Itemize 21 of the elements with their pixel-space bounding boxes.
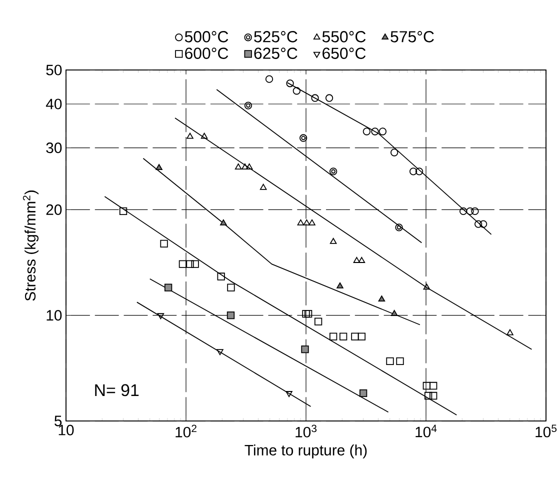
y-tick-label: 40 (46, 98, 62, 110)
y-tick-label: 10 (46, 310, 62, 321)
annotation: N= 91 (95, 384, 139, 396)
y-tick-label: 20 (46, 204, 62, 215)
y-axis-title: Stress (kgf/mm$^{2}$) (22, 190, 39, 301)
x-tick-label: 10 (58, 424, 74, 436)
x-tick-label: 10$^{3}$ (296, 424, 317, 438)
y-tick-label: 30 (46, 142, 62, 154)
legend-label: 525°C (254, 31, 298, 42)
legend-label: 650°C (322, 48, 366, 59)
x-tick-label: 10$^{2}$ (176, 424, 196, 438)
x-tick-label: 10$^{4}$ (416, 424, 437, 438)
y-tick-label: 50 (46, 64, 62, 76)
x-tick-label: 10$^{5}$ (536, 424, 557, 438)
legend-label: 600°C (185, 48, 228, 59)
legend-label: 550°C (322, 31, 366, 42)
legend-label: 500°C (184, 31, 228, 42)
legend-label: 625°C (254, 48, 298, 59)
x-axis-title: Time to rupture (h) (244, 444, 367, 458)
legend-label: 575°C (390, 31, 434, 42)
y-tick-label: 5 (54, 416, 62, 426)
